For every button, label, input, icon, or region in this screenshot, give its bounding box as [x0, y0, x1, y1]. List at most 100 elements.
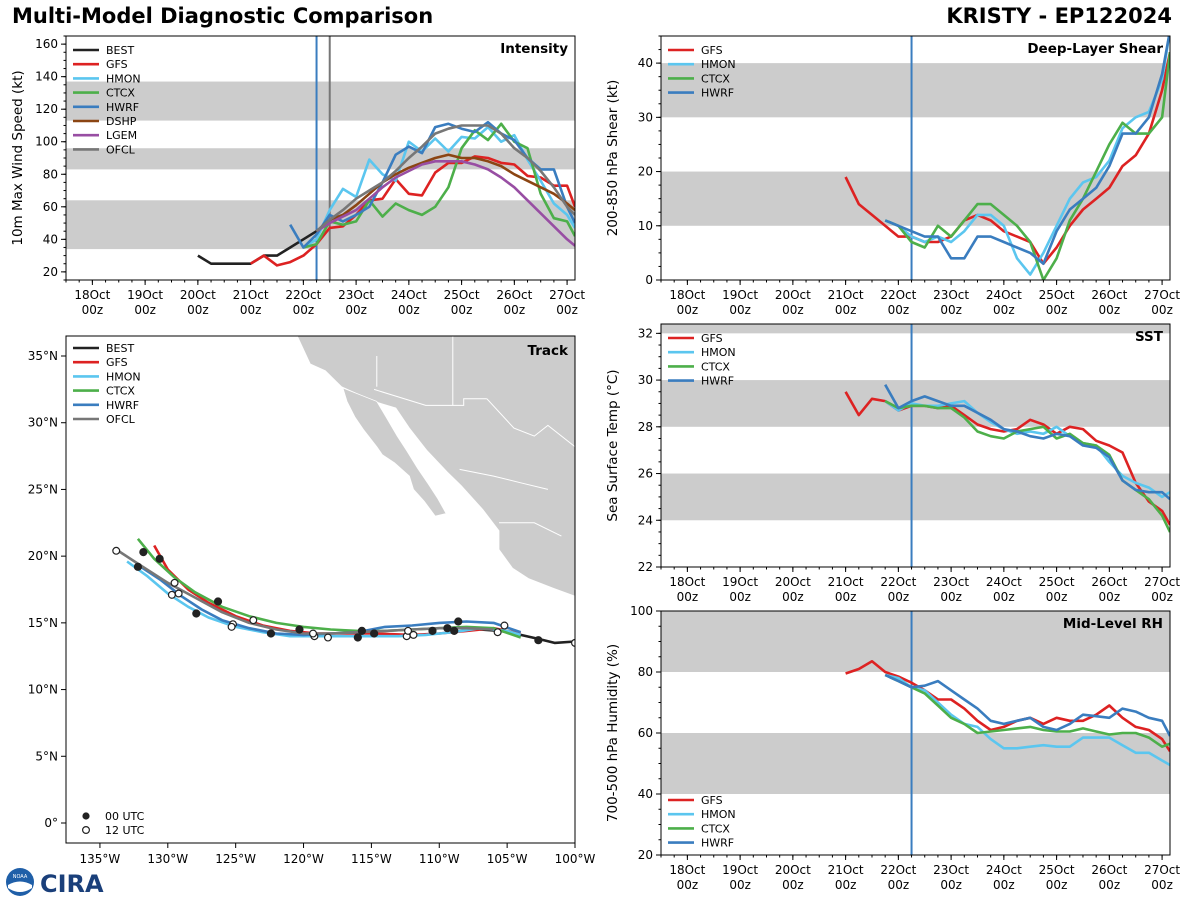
shear-xtick-label: 00z [1151, 303, 1173, 317]
intensity-xtick-label: 18Oct [74, 288, 110, 302]
track-point-12utc [409, 630, 418, 639]
rh-series-ctcx [884, 673, 1170, 749]
shear-legend-label: CTCX [701, 72, 730, 85]
shear-ytick-label: 20 [638, 165, 653, 179]
rh-xtick-label: 24Oct [986, 863, 1022, 877]
rh-series-gfs [845, 659, 1170, 753]
sst-ytick-label: 28 [638, 420, 653, 434]
rh-ytick-label: 60 [638, 726, 653, 740]
shear-xtick-label: 00z [940, 303, 962, 317]
sst-ytick-label: 24 [638, 513, 653, 527]
sst-ytick-label: 30 [638, 373, 653, 387]
rh-xtick-label: 00z [940, 878, 962, 892]
track-point-12utc [227, 622, 236, 631]
shear-xtick-label: 26Oct [1091, 288, 1127, 302]
noaa-wave-icon [8, 881, 32, 892]
sst-legend-label: CTCX [701, 360, 730, 373]
sst-frame [660, 323, 1171, 568]
storm-title: KRISTY - EP122024 [946, 4, 1172, 28]
sst-legend-label: GFS [701, 332, 723, 345]
intensity-panel: 2040608010012014016018Oct00z19Oct00z20Oc… [10, 35, 585, 317]
sst-xtick-label: 00z [835, 590, 857, 604]
sst-ytick-label: 22 [638, 560, 653, 574]
shear-xtick-label: 00z [677, 303, 699, 317]
shear-series-hmon [884, 36, 1170, 276]
intensity-legend-label: DSHP [106, 115, 137, 128]
rh-legend-label: HMON [701, 808, 736, 821]
intensity-legend-label: HWRF [106, 101, 139, 114]
intensity-series-ctcx [303, 122, 575, 249]
rh-title: Mid-Level RH [1063, 616, 1163, 632]
rh-plot-area [661, 611, 1170, 855]
shear-xtick-label: 00z [729, 303, 751, 317]
shear-ytick-label: 30 [638, 110, 653, 124]
intensity-xtick-label: 00z [134, 303, 156, 317]
intensity-xtick-label: 26Oct [496, 288, 532, 302]
track-point-12utc [249, 616, 258, 625]
intensity-ylabel: 10m Max Wind Speed (kt) [10, 70, 26, 245]
rh-xtick-label: 00z [1099, 878, 1121, 892]
intensity-xtick-label: 00z [187, 303, 209, 317]
intensity-series-ofcl [315, 124, 575, 233]
track-point-00utc [370, 629, 379, 638]
sst-xtick-label: 23Oct [933, 575, 969, 589]
intensity-ytick-label: 20 [43, 265, 58, 279]
sst-xtick-label: 00z [729, 590, 751, 604]
intensity-xtick-label: 00z [451, 303, 473, 317]
intensity-xtick-label: 22Oct [285, 288, 321, 302]
track-land-mainland [296, 336, 575, 597]
track-panel: 135°W 130°W 125°W 120°W 115°W 110°W 105°W 100°W… [28, 335, 596, 866]
track-xtick-label: 125°W [215, 852, 256, 866]
intensity-legend-label: LGEM [106, 129, 137, 142]
sst-xtick-label: 00z [1151, 590, 1173, 604]
intensity-legend-label: GFS [106, 58, 128, 71]
track-point-00utc [534, 636, 543, 645]
shear-band [661, 63, 1170, 118]
track-point-00utc [266, 629, 276, 638]
rh-xtick-label: 00z [993, 878, 1015, 892]
intensity-xtick-label: 20Oct [180, 288, 216, 302]
shear-xtick-label: 27Oct [1144, 288, 1180, 302]
track-legend-label: HWRF [106, 399, 139, 412]
shear-xtick-label: 22Oct [880, 288, 916, 302]
rh-ytick-label: 100 [630, 604, 653, 618]
track-ytick-label: 20°N [28, 549, 58, 563]
rh-xtick-label: 23Oct [933, 863, 969, 877]
rh-xtick-label: 22Oct [880, 863, 916, 877]
track-point-12utc [174, 589, 183, 598]
track-xtick-label: 110°W [419, 852, 460, 866]
rh-legend-label: GFS [701, 794, 723, 807]
shear-xtick-label: 00z [888, 303, 910, 317]
track-border-line [373, 388, 487, 406]
track-legend-label: 12 UTC [105, 824, 145, 837]
sst-series-hmon [884, 399, 1170, 499]
rh-band [661, 611, 1170, 672]
rh-xtick-label: 21Oct [828, 863, 864, 877]
sst-xtick-label: 00z [677, 590, 699, 604]
sst-ytick-label: 26 [638, 467, 653, 481]
sst-xtick-label: 00z [782, 590, 804, 604]
track-point-00utc [139, 548, 148, 557]
sst-ytick-label: 32 [638, 326, 653, 340]
sst-xtick-label: 00z [888, 590, 910, 604]
track-ytick-label: 25°N [28, 482, 58, 496]
intensity-band [66, 81, 575, 121]
track-land-baja [342, 387, 447, 517]
shear-legend-label: HMON [701, 58, 736, 71]
track-point-00utc [213, 597, 223, 606]
rh-xtick-label: 00z [888, 878, 910, 892]
shear-xtick-label: 00z [1099, 303, 1121, 317]
track-xtick-label: 120°W [283, 852, 324, 866]
shear-xtick-label: 25Oct [1039, 288, 1075, 302]
sst-xtick-label: 24Oct [986, 575, 1022, 589]
track-point-12utc [323, 633, 332, 642]
intensity-plot-area [66, 36, 575, 280]
shear-ytick-label: 40 [638, 56, 653, 70]
track-point-00utc [357, 626, 366, 635]
rh-xtick-label: 20Oct [775, 863, 811, 877]
shear-title: Deep-Layer Shear [1027, 41, 1163, 57]
track-legend-label: OFCL [106, 413, 136, 426]
track-point-00utc [295, 625, 304, 634]
sst-xtick-label: 27Oct [1144, 575, 1180, 589]
